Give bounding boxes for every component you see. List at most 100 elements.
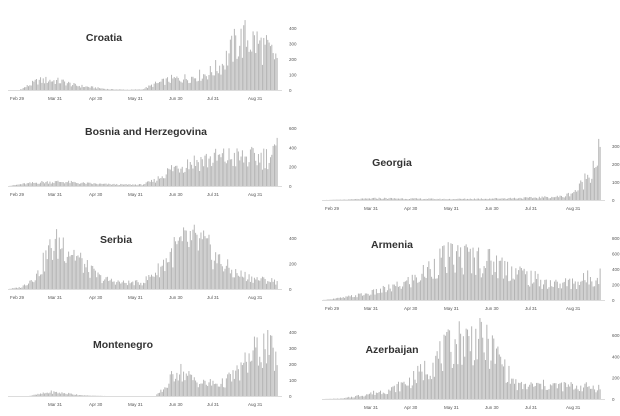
bar: [581, 280, 583, 300]
bar: [232, 370, 234, 396]
y-tick-label: 0: [612, 298, 615, 303]
bar: [346, 296, 348, 300]
bar: [454, 339, 456, 399]
bar: [204, 380, 206, 396]
bar: [169, 82, 171, 90]
bar: [367, 293, 369, 300]
x-tick-label: Aug 31: [566, 405, 581, 410]
bar: [14, 287, 16, 289]
bar: [531, 198, 533, 200]
y-tick-label: 400: [612, 267, 620, 272]
bar: [420, 364, 422, 399]
bar: [18, 287, 20, 289]
bar: [508, 365, 510, 399]
bar: [373, 197, 375, 200]
bar: [273, 144, 275, 186]
bar: [163, 178, 165, 186]
bar: [212, 269, 214, 289]
bar: [490, 198, 492, 200]
bar: [228, 372, 230, 396]
bar: [134, 280, 136, 289]
bar: [588, 177, 590, 200]
bar: [248, 51, 250, 90]
bar: [462, 198, 464, 200]
bar: [236, 273, 238, 289]
bar: [436, 198, 438, 200]
bar: [204, 74, 206, 90]
bar: [353, 296, 355, 300]
bar: [37, 270, 39, 289]
bar: [352, 297, 354, 300]
chart-title: Croatia: [86, 32, 122, 44]
bar: [17, 288, 19, 289]
bar: [446, 331, 448, 399]
bar: [74, 83, 76, 90]
bar: [62, 182, 64, 186]
bar: [172, 267, 174, 289]
bar: [449, 198, 451, 200]
bar: [30, 85, 32, 90]
bar: [578, 183, 580, 200]
bar: [355, 396, 357, 399]
x-tick-label: Apr 30: [89, 402, 103, 407]
bar: [185, 373, 187, 396]
bar: [110, 278, 112, 289]
bar: [245, 46, 247, 90]
bar: [440, 363, 442, 399]
x-tick-label: Feb 29: [325, 306, 340, 311]
bar: [148, 85, 150, 90]
bar: [276, 57, 278, 90]
bar: [22, 183, 24, 186]
bar: [247, 279, 249, 289]
bar: [189, 162, 191, 186]
bar: [559, 383, 561, 399]
bar: [145, 182, 147, 186]
bar: [252, 148, 254, 186]
bar: [237, 275, 239, 289]
bar: [505, 382, 507, 399]
bar: [28, 86, 30, 90]
bar: [191, 76, 193, 90]
bar: [515, 379, 517, 399]
bar: [85, 395, 87, 396]
bar: [391, 197, 393, 200]
x-tick-label: Feb 29: [10, 295, 25, 300]
bar: [507, 261, 509, 300]
x-tick-label: Mar 31: [364, 405, 379, 410]
bar: [269, 157, 271, 186]
bar: [592, 286, 594, 300]
bar: [93, 88, 95, 90]
bar: [522, 198, 524, 200]
x-tick-label: Jul 31: [207, 192, 220, 197]
bar: [491, 274, 493, 300]
bar: [48, 183, 50, 186]
bar: [225, 50, 227, 90]
bar: [265, 283, 267, 289]
bar: [330, 299, 332, 300]
bar: [511, 198, 513, 200]
bar: [48, 81, 50, 90]
bar: [212, 75, 214, 90]
bar: [505, 198, 507, 200]
bar: [421, 199, 423, 200]
bar: [92, 184, 94, 186]
bar: [30, 280, 32, 289]
bar: [442, 371, 444, 399]
bar: [61, 392, 63, 396]
bar: [68, 180, 70, 186]
bar: [239, 45, 241, 90]
bar: [58, 83, 60, 90]
bar: [577, 281, 579, 300]
bar: [400, 198, 402, 200]
bar: [100, 275, 102, 289]
bar: [229, 39, 231, 90]
bar: [435, 278, 437, 300]
bar: [422, 199, 424, 200]
bar: [157, 263, 159, 289]
bar: [572, 193, 573, 200]
bar: [496, 198, 498, 200]
bar: [201, 383, 203, 396]
bar: [377, 198, 379, 200]
bar: [225, 378, 227, 396]
bar: [185, 230, 187, 289]
